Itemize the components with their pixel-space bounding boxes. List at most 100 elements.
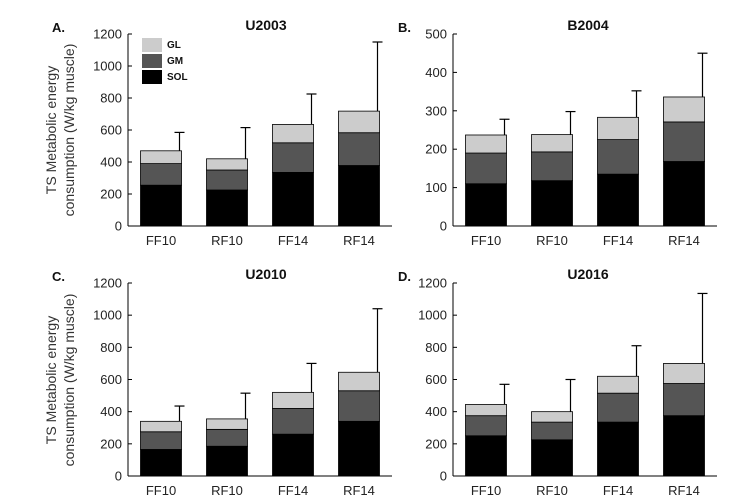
y-tick-label: 100 — [425, 180, 447, 195]
x-tick-label: RF14 — [668, 233, 700, 248]
x-tick-label: FF10 — [146, 483, 176, 498]
y-axis-label-bottom-line1: TS Metabolic energy — [43, 316, 59, 444]
x-tick-label: FF10 — [146, 233, 176, 248]
x-tick-label: FF14 — [278, 233, 308, 248]
y-tick-label: 300 — [425, 103, 447, 118]
bar-GL-RF14 — [338, 371, 380, 392]
bar-GM-RF10 — [206, 428, 248, 447]
bar-GM-FF14 — [272, 142, 314, 173]
panel-B2004: B. B2004 FF10 RF10 FF14 RF14 0 100 200 300 400 500 — [398, 17, 717, 248]
x-tick-label: RF14 — [343, 483, 375, 498]
legend-label-SOL: SOL — [167, 72, 188, 83]
bar-SOL-RF10 — [531, 180, 573, 227]
legend: GL GM SOL — [142, 38, 188, 84]
y-tick-label: 200 — [100, 436, 122, 451]
y-tick-label: 0 — [440, 219, 447, 234]
bar-GM-RF14 — [338, 132, 380, 166]
panel-title: B2004 — [567, 17, 608, 33]
x-tick-label: RF14 — [668, 483, 700, 498]
bar-GL-RF10 — [206, 158, 248, 171]
y-tick-label: 1000 — [418, 308, 447, 323]
bar-GL-FF10 — [465, 134, 507, 154]
y-tick-label: 0 — [440, 469, 447, 484]
y-axis-label-bottom-line2: consumption (W/kg muscle) — [61, 294, 77, 467]
bar-GM-FF10 — [140, 431, 182, 450]
y-axis-label-top-line2: consumption (W/kg muscle) — [61, 44, 77, 217]
panel-U2003: A. U2003 FF10 RF10 FF14 RF14 0 200 400 600 800 1000… — [52, 17, 392, 248]
y-axis-label-bottom: TS Metabolic energy consumption (W/kg mu… — [43, 294, 77, 467]
bar-SOL-FF10 — [465, 183, 507, 227]
y-tick-label: 400 — [425, 404, 447, 419]
bar-GM-RF10 — [531, 421, 573, 441]
panel-label: D. — [398, 269, 411, 284]
y-tick-label: 800 — [100, 340, 122, 355]
y-tick-label: 800 — [100, 91, 122, 106]
y-tick-label: 1000 — [93, 308, 122, 323]
y-tick-label: 400 — [100, 155, 122, 170]
panel-label: B. — [398, 20, 411, 35]
y-tick-label: 1200 — [93, 27, 122, 42]
bar-GL-FF14 — [272, 124, 314, 144]
bar-GM-RF14 — [663, 383, 705, 417]
bar-SOL-FF10 — [465, 435, 507, 477]
x-tick-label: RF10 — [211, 233, 243, 248]
y-tick-label: 0 — [115, 219, 122, 234]
y-tick-label: 200 — [425, 436, 447, 451]
bar-SOL-RF14 — [663, 161, 705, 227]
y-tick-label: 400 — [425, 65, 447, 80]
y-tick-label: 600 — [100, 372, 122, 387]
panel-label: C. — [52, 269, 65, 284]
bar-GL-RF14 — [663, 96, 705, 123]
x-tick-label: RF10 — [536, 233, 568, 248]
x-tick-label: RF10 — [211, 483, 243, 498]
bar-GM-RF14 — [338, 390, 380, 422]
bar-GM-RF10 — [206, 169, 248, 191]
bar-GL-RF10 — [531, 134, 573, 153]
x-tick-label: FF10 — [471, 483, 501, 498]
legend-label-GM: GM — [167, 56, 183, 67]
bar-GL-FF10 — [140, 150, 182, 165]
bar-GM-FF10 — [465, 415, 507, 437]
bar-GM-FF14 — [597, 139, 639, 175]
bar-GL-FF14 — [597, 116, 639, 141]
x-tick-label: FF14 — [278, 483, 308, 498]
y-tick-label: 500 — [425, 27, 447, 42]
y-axis-label-top: TS Metabolic energy consumption (W/kg mu… — [43, 44, 77, 217]
bar-SOL-FF14 — [597, 173, 639, 227]
y-tick-label: 400 — [100, 404, 122, 419]
bar-GM-FF14 — [597, 392, 639, 423]
bar-GL-FF14 — [272, 391, 314, 409]
y-tick-label: 600 — [425, 372, 447, 387]
bar-SOL-FF10 — [140, 184, 182, 227]
legend-swatch-GL — [142, 38, 162, 52]
y-tick-label: 200 — [100, 187, 122, 202]
x-tick-label: RF10 — [536, 483, 568, 498]
y-tick-label: 1200 — [418, 276, 447, 291]
x-tick-label: FF10 — [471, 233, 501, 248]
bar-GM-FF10 — [465, 152, 507, 185]
y-tick-label: 200 — [425, 142, 447, 157]
bar-GL-RF14 — [663, 363, 705, 384]
bar-GM-FF10 — [140, 163, 182, 186]
bar-GL-RF10 — [531, 411, 573, 423]
bar-SOL-RF14 — [338, 165, 380, 227]
y-tick-label: 1200 — [93, 276, 122, 291]
bar-GM-RF14 — [663, 121, 705, 162]
bar-GL-FF10 — [140, 420, 182, 433]
panel-title: U2016 — [567, 266, 608, 282]
panel-title: U2003 — [245, 17, 286, 33]
bar-SOL-FF14 — [272, 171, 314, 227]
panel-title: U2010 — [245, 266, 286, 282]
x-tick-label: FF14 — [603, 233, 633, 248]
legend-swatch-SOL — [142, 70, 162, 84]
y-tick-label: 600 — [100, 123, 122, 138]
bar-GL-FF10 — [465, 404, 507, 417]
bar-SOL-RF14 — [338, 420, 380, 477]
bar-SOL-FF14 — [597, 421, 639, 477]
panel-label: A. — [52, 20, 65, 35]
y-axis-label-top-line1: TS Metabolic energy — [43, 66, 59, 194]
y-tick-label: 800 — [425, 340, 447, 355]
bar-SOL-FF14 — [272, 433, 314, 477]
legend-label-GL: GL — [167, 40, 181, 51]
